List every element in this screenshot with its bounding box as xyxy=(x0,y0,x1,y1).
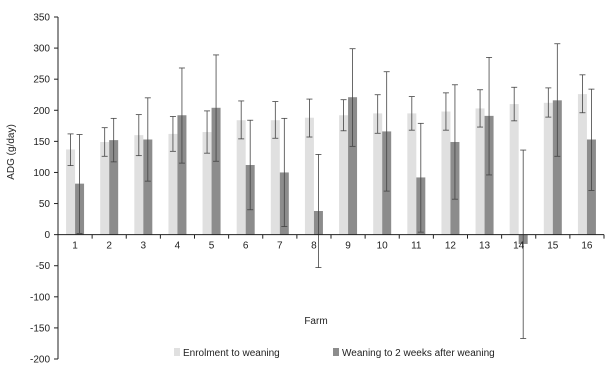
y-tick-label: 250 xyxy=(33,75,50,86)
bar xyxy=(134,135,144,235)
bar xyxy=(143,139,153,235)
y-tick-label: -50 xyxy=(36,261,51,272)
x-tick-label: 5 xyxy=(209,241,215,252)
bar xyxy=(177,115,187,235)
bar xyxy=(543,102,553,235)
x-tick-label: 3 xyxy=(141,241,147,252)
y-tick-label: -200 xyxy=(30,355,50,365)
x-tick-label: 11 xyxy=(411,241,422,252)
bar xyxy=(577,94,587,235)
bars-layer xyxy=(66,94,596,244)
legend-swatch-enrolment xyxy=(174,348,180,356)
bar xyxy=(168,133,178,235)
x-tick-label: 1 xyxy=(72,241,78,252)
bar xyxy=(348,97,358,235)
x-tick-label: 9 xyxy=(345,241,351,252)
y-tick-label: 50 xyxy=(39,199,51,210)
bar xyxy=(552,100,562,235)
y-tick-label: 150 xyxy=(33,137,50,148)
legend: Enrolment to weaning Weaning to 2 weeks … xyxy=(174,348,495,359)
x-tick-label: 2 xyxy=(106,241,112,252)
bar xyxy=(202,132,212,235)
bar xyxy=(66,149,76,235)
legend-label-enrolment: Enrolment to weaning xyxy=(183,348,280,359)
bar xyxy=(407,113,417,235)
bar xyxy=(109,140,119,235)
bar xyxy=(373,113,383,235)
y-tick-label: -150 xyxy=(30,323,50,334)
legend-label-weaning: Weaning to 2 weeks after weaning xyxy=(342,348,495,359)
bar xyxy=(304,117,314,235)
bar xyxy=(211,107,221,235)
bar xyxy=(100,141,110,235)
bar xyxy=(441,111,451,235)
bar xyxy=(339,115,349,235)
y-tick-label: 100 xyxy=(33,168,50,179)
x-tick-label: 15 xyxy=(547,241,559,252)
x-tick-label: 6 xyxy=(243,241,249,252)
legend-swatch-weaning xyxy=(333,348,339,356)
x-tick-label: 10 xyxy=(377,241,389,252)
y-tick-label: 350 xyxy=(33,13,50,24)
y-tick-label: 200 xyxy=(33,106,50,117)
y-axis-title: ADG (g/day) xyxy=(6,124,17,180)
error-bars-layer xyxy=(67,43,595,339)
x-tick-label: 8 xyxy=(311,241,317,252)
y-tick-label: 0 xyxy=(44,230,50,241)
x-tick-labels: 1 2 3 4 5 6 7 8 9 10 11 12 13 14 15 16 xyxy=(57,234,605,252)
y-tick-label: 300 xyxy=(33,44,50,55)
bar xyxy=(475,108,485,235)
y-tick-label: -100 xyxy=(30,292,50,303)
x-tick-label: 14 xyxy=(513,241,525,252)
y-ticks: -200 -150 -100 -50 0 50 100 150 200 250 300 350 xyxy=(30,13,58,365)
x-tick-label: 12 xyxy=(445,241,457,252)
x-axis-title: Farm xyxy=(304,316,327,327)
x-tick-label: 16 xyxy=(581,241,593,252)
bar xyxy=(509,104,519,235)
bar xyxy=(270,120,280,235)
bar xyxy=(236,120,246,235)
x-tick-label: 7 xyxy=(277,241,283,252)
x-tick-label: 13 xyxy=(479,241,491,252)
x-tick-label: 4 xyxy=(175,241,181,252)
